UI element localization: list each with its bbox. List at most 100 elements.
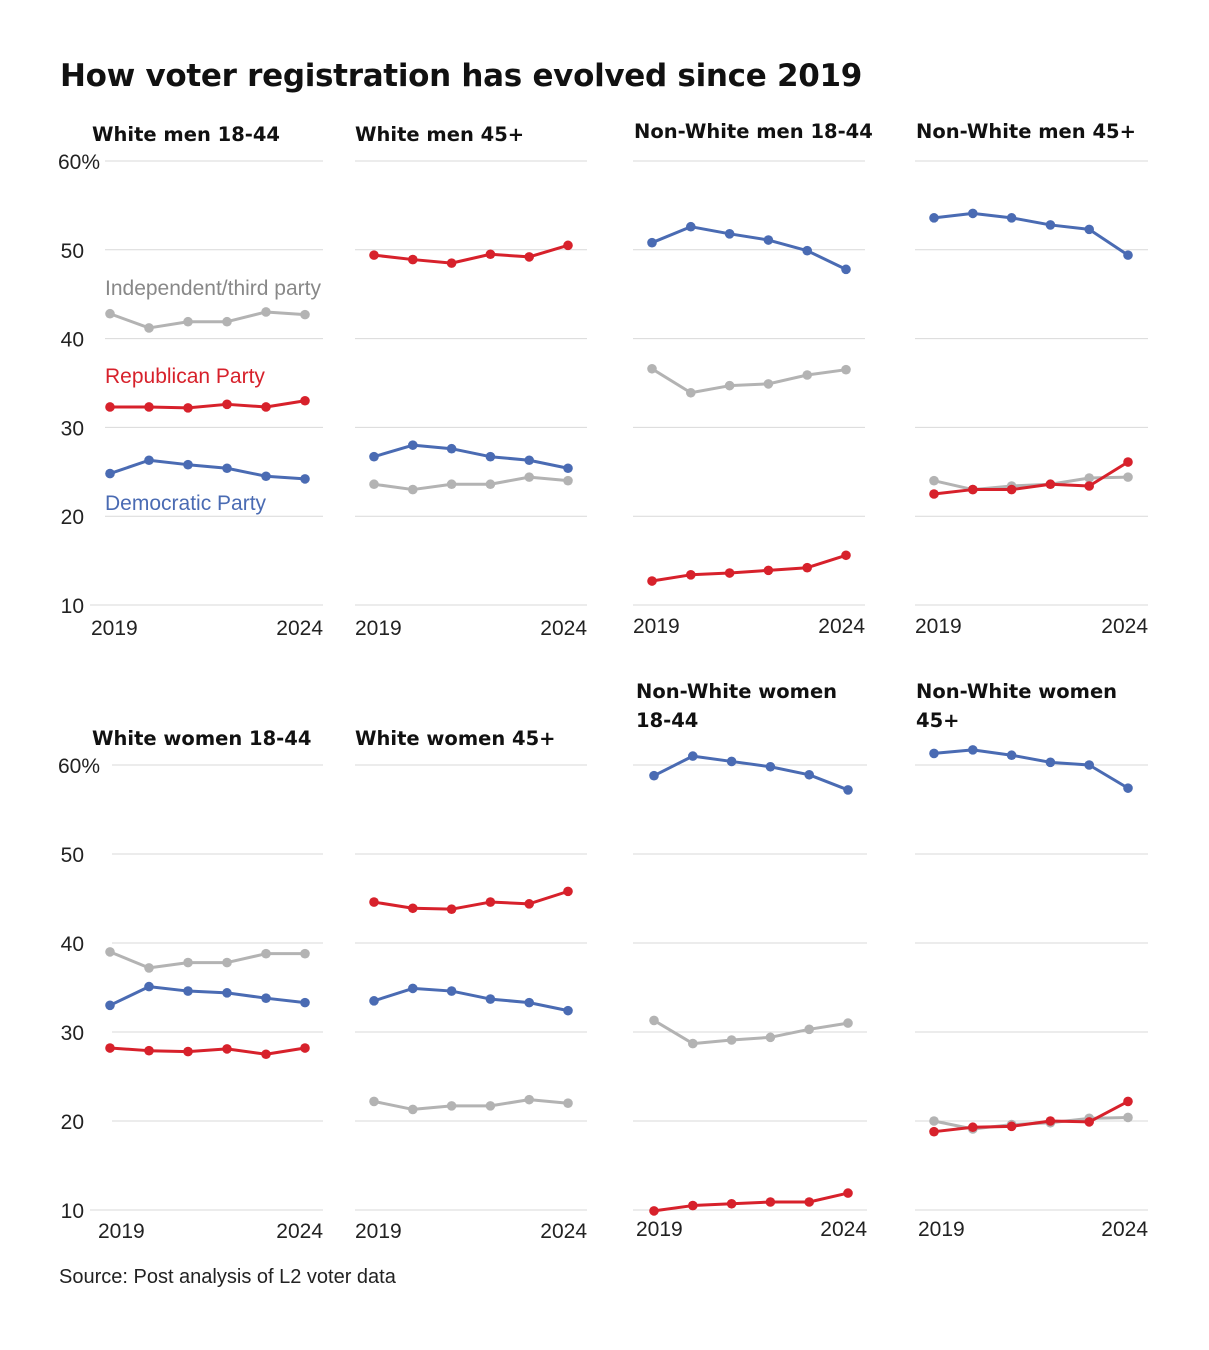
chart-title: How voter registration has evolved since… [60,58,863,94]
data-point [261,402,271,412]
y-tick-label: 30 [61,417,84,440]
series-line [651,553,847,583]
data-point [649,1206,659,1216]
y-tick-label: 10 [61,595,84,618]
x-tick-label: 2019 [636,1218,683,1241]
data-point [105,947,115,957]
data-point [408,1104,418,1115]
data-point [485,994,496,1004]
data-point [563,463,573,474]
data-point [841,264,851,275]
x-tick-label: 2024 [276,617,323,640]
series-line [653,754,849,792]
data-point [843,1018,853,1028]
y-tick-label: 20 [61,506,84,529]
data-point [1084,481,1094,491]
data-point [763,379,774,389]
data-point [647,363,657,374]
series-line [651,367,847,395]
panel-title: White women 18-44 [92,727,312,750]
data-point [144,981,154,992]
data-point [524,1094,534,1105]
data-point [647,237,657,248]
data-point [183,1046,193,1057]
data-point [968,208,978,219]
y-tick-label: 60% [58,151,100,174]
data-point [765,761,776,772]
x-tick-label: 2019 [355,617,402,640]
data-point [408,440,418,450]
data-point [929,213,939,223]
data-point [724,568,735,578]
data-point [929,1126,939,1137]
data-point [408,903,418,914]
data-point [1045,220,1056,230]
x-tick-label: 2019 [91,617,138,640]
data-point [183,459,193,470]
series-line [653,1019,849,1046]
series-label: Republican Party [105,365,265,388]
data-point [841,550,851,561]
x-tick-label: 2024 [540,617,587,640]
data-point [843,785,853,795]
x-tick-label: 2019 [918,1218,965,1241]
data-point [485,249,496,260]
data-point [144,1045,154,1056]
data-point [446,258,457,268]
data-point [105,1000,115,1011]
data-point [300,395,310,406]
data-point [1084,224,1094,235]
data-point [446,904,457,914]
series-line [109,950,305,970]
panel-title: Non-White women 45+ [916,680,1118,732]
data-point [105,402,115,412]
data-point [563,240,573,251]
data-point [843,1188,853,1198]
panel-title: White men 45+ [355,123,525,146]
data-point [724,380,735,391]
data-point [765,1032,776,1043]
data-point [688,1200,698,1211]
series-line [653,1191,849,1213]
series-line [373,1098,569,1111]
data-point [686,221,696,232]
panel-title: Non-White men 45+ [916,120,1136,143]
data-point [408,254,418,265]
data-point [1123,472,1133,482]
data-point [726,1035,737,1045]
data-point [765,1197,776,1207]
series-line [933,460,1129,496]
data-point [105,1043,115,1053]
x-tick-label: 2019 [98,1220,145,1243]
panel-title: Non-White men 18-44 [634,120,873,143]
series-line [373,889,569,911]
data-point [1006,1121,1017,1132]
data-point [763,235,774,245]
data-point [446,443,457,454]
data-point [300,474,310,484]
data-point [1084,760,1094,770]
data-point [1123,783,1133,793]
series-line [933,475,1129,492]
x-tick-label: 2024 [276,1220,323,1243]
data-point [802,370,812,380]
series-line [110,399,306,410]
data-point [649,1015,659,1026]
data-point [485,451,496,462]
data-point [446,1101,457,1111]
x-tick-label: 2024 [1101,615,1148,638]
data-point [222,399,232,410]
data-point [1123,1112,1133,1123]
data-point [1123,250,1133,260]
data-point [222,988,232,998]
data-point [688,751,698,761]
data-point [763,565,774,576]
series-line [109,985,306,1007]
panel-title: White women 45+ [355,727,556,750]
data-point [1006,213,1017,223]
series-line [373,243,569,265]
data-point [929,1116,939,1126]
data-point [144,402,154,412]
